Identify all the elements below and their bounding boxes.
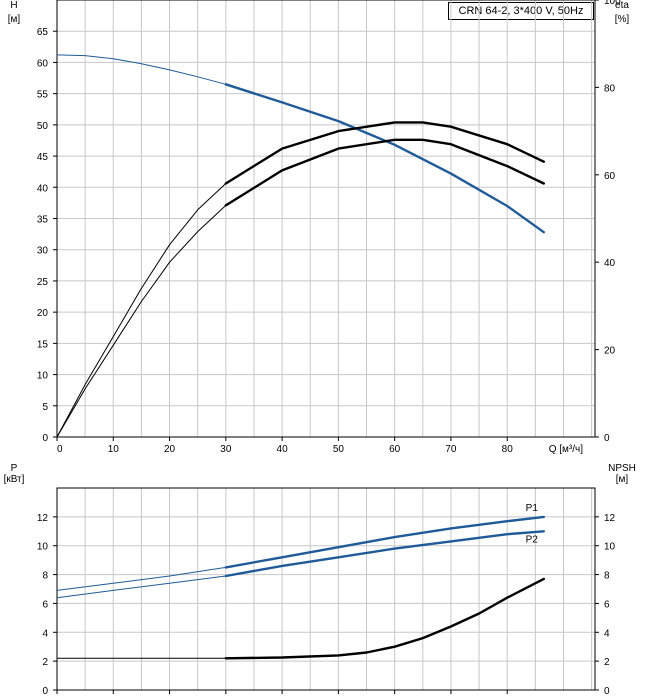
y2-tick-label: 2 — [604, 657, 610, 668]
grid-layer — [57, 0, 595, 690]
x-tick-label: 30 — [220, 444, 232, 455]
y-tick-label: 60 — [37, 58, 49, 69]
series-curve-0-0-operating — [224, 83, 545, 234]
series-curve-0-1-extended — [56, 205, 227, 438]
y-tick-label: 6 — [42, 599, 48, 610]
y-tick-label: 8 — [42, 571, 48, 582]
y-tick-label: 35 — [37, 215, 49, 226]
y-tick-label: 40 — [37, 183, 49, 194]
x-tick-label: 0 — [57, 444, 63, 455]
x-tick-label: 60 — [389, 444, 401, 455]
y-tick-label: 50 — [37, 121, 49, 132]
y-axis-title: H — [10, 0, 17, 11]
y-tick-label: 45 — [37, 152, 49, 163]
y2-tick-label: 6 — [604, 599, 610, 610]
y2-axis-unit: [%] — [615, 14, 630, 25]
series-curve-0-2-extended — [56, 183, 227, 438]
y-tick-label: 2 — [42, 657, 48, 668]
y2-tick-label: 20 — [604, 346, 616, 357]
series-P1-operating — [224, 515, 545, 569]
series-label-p1: P1 — [526, 503, 539, 514]
series-P1-extended — [56, 566, 226, 591]
series-curve-0-0-extended — [56, 54, 226, 85]
series-curve-0-1-operating — [224, 138, 545, 207]
series-layer — [56, 54, 545, 660]
x-tick-label: 40 — [277, 444, 289, 455]
y-axis-unit: [кВт] — [4, 474, 25, 485]
x-tick-label: 10 — [108, 444, 120, 455]
y-tick-label: 20 — [37, 308, 49, 319]
y2-tick-label: 100 — [604, 0, 621, 7]
y-tick-label: 55 — [37, 90, 49, 101]
y-tick-label: 0 — [42, 433, 48, 444]
y2-tick-label: 10 — [604, 542, 616, 553]
series-curve-1-2-operating — [224, 577, 545, 660]
y2-tick-label: 12 — [604, 513, 616, 524]
y2-axis-unit: [м] — [616, 474, 629, 485]
y-tick-label: 25 — [37, 277, 49, 288]
x-tick-label: 50 — [333, 444, 345, 455]
y2-tick-label: 0 — [604, 686, 610, 697]
y-tick-label: 4 — [42, 628, 48, 639]
y-tick-label: 30 — [37, 246, 49, 257]
y2-tick-label: 60 — [604, 171, 616, 182]
y-tick-label: 65 — [37, 27, 49, 38]
y2-tick-label: 80 — [604, 83, 616, 94]
y-tick-label: 10 — [37, 371, 49, 382]
y-tick-label: 5 — [42, 402, 48, 413]
y2-tick-label: 8 — [604, 571, 610, 582]
series-curve-0-2-operating — [224, 121, 545, 185]
series-P2-extended — [56, 575, 226, 599]
x-tick-label: 80 — [502, 444, 514, 455]
axes-layer — [53, 0, 599, 694]
x-tick-label: 20 — [164, 444, 176, 455]
labels-layer: 05101520253035404550556065020406080100H[… — [4, 0, 636, 697]
pump-model-label: CRN 64-2, 3*400 V, 50Hz — [448, 2, 594, 20]
x-axis-title: Q [м³/ч] — [549, 444, 584, 455]
y2-tick-label: 0 — [604, 433, 610, 444]
y-tick-label: 15 — [37, 339, 49, 350]
y-axis-title: P — [11, 463, 18, 474]
series-label-p2: P2 — [526, 534, 539, 545]
y-tick-label: 0 — [42, 686, 48, 697]
y-axis-unit: [м] — [8, 14, 21, 25]
plot-frame — [56, 487, 596, 691]
series-P2-operating — [224, 530, 545, 578]
y2-axis-title: NPSH — [608, 463, 636, 474]
x-tick-label: 70 — [445, 444, 457, 455]
y2-tick-label: 40 — [604, 258, 616, 269]
y2-tick-label: 4 — [604, 628, 610, 639]
y-tick-label: 12 — [37, 513, 49, 524]
y2-axis-title: eta — [615, 0, 629, 11]
y-tick-label: 10 — [37, 542, 49, 553]
